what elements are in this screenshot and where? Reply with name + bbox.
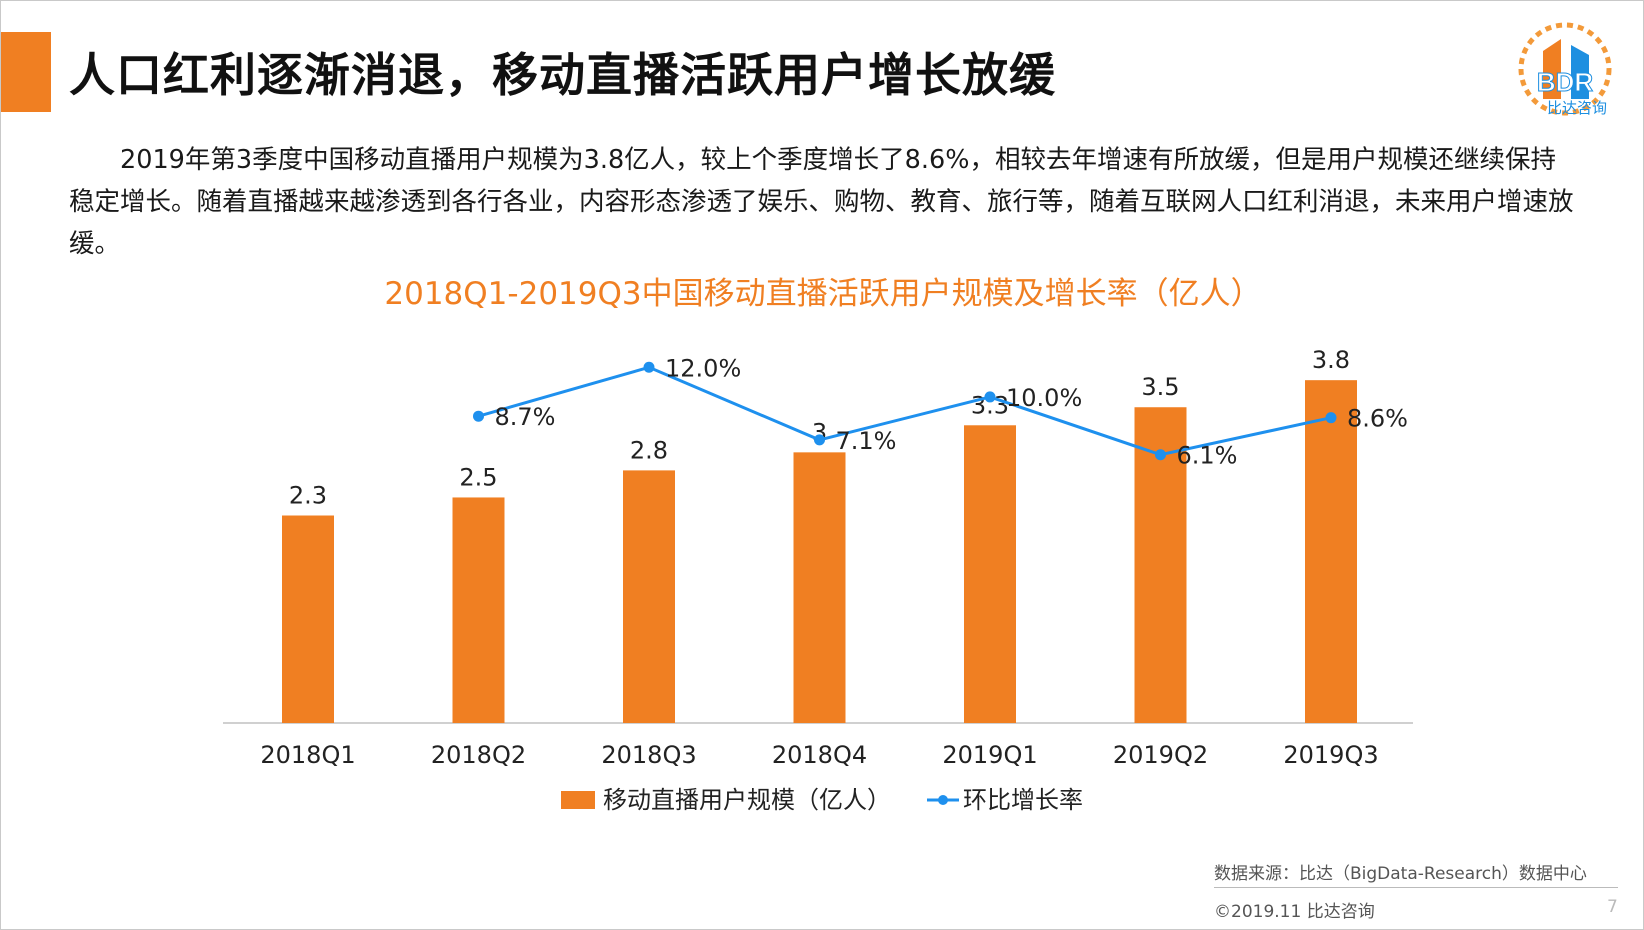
growth-value-label: 12.0% [665, 354, 741, 382]
chart-title: 2018Q1-2019Q3中国移动直播活跃用户规模及增长率（亿人） [384, 276, 1261, 312]
growth-point-2018Q4 [814, 434, 825, 446]
bar-value-label: 2.8 [630, 436, 668, 464]
bar-value-label: 2.5 [459, 463, 497, 491]
title-accent-bar [1, 32, 51, 112]
x-tick-label: 2019Q2 [1113, 741, 1208, 769]
legend-bar-swatch [561, 791, 595, 809]
bar-value-label: 3.8 [1312, 346, 1350, 374]
growth-value-label: 8.6% [1347, 405, 1408, 433]
bar-2019Q1 [964, 425, 1016, 723]
logo-subtext: 比达咨询 [1547, 99, 1608, 117]
growth-point-2019Q2 [1155, 449, 1166, 461]
legend-line-dot [938, 795, 948, 805]
x-tick-label: 2018Q3 [601, 741, 696, 769]
page-number: 7 [1607, 897, 1618, 917]
bar-2018Q2 [452, 497, 505, 723]
growth-point-2019Q3 [1325, 412, 1337, 424]
growth-point-2018Q3 [643, 361, 655, 373]
logo-building-right [1571, 45, 1589, 99]
x-tick-label: 2018Q1 [260, 741, 355, 769]
x-tick-label: 2018Q4 [772, 741, 867, 769]
growth-point-2018Q2 [473, 410, 484, 422]
x-tick-label: 2019Q3 [1283, 741, 1378, 769]
legend-line-label: 环比增长率 [963, 786, 1083, 814]
bar-2018Q1 [282, 515, 334, 723]
growth-value-label: 6.1% [1177, 442, 1238, 470]
growth-value-label: 7.1% [836, 427, 897, 455]
bar-value-label: 3.5 [1141, 373, 1179, 401]
legend-bar-label: 移动直播用户规模（亿人） [603, 786, 891, 814]
x-tick-label: 2018Q2 [431, 741, 526, 769]
logo-ring [1518, 22, 1612, 116]
bar-2018Q4 [793, 452, 846, 723]
user-scale-chart: 2018Q1-2019Q3中国移动直播活跃用户规模及增长率（亿人） 2.3 2.5… [223, 276, 1413, 814]
bar-value-label: 2.3 [289, 482, 327, 510]
growth-value-label: 8.7% [495, 403, 556, 431]
copyright: ©2019.11 比达咨询 [1214, 902, 1375, 922]
logo-text: BDR [1537, 67, 1594, 97]
growth-value-label: 10.0% [1006, 384, 1082, 412]
logo-building-left [1543, 39, 1561, 99]
bdr-logo: BDR [1518, 22, 1612, 116]
data-source: 数据来源：比达（BigData-Research）数据中心 [1214, 864, 1587, 884]
bar-2019Q3 [1305, 380, 1357, 723]
growth-rate-line [478, 365, 1332, 457]
summary-paragraph: 2019年第3季度中国移动直播用户规模为3.8亿人，较上个季度增长了8.6%，相… [69, 145, 1574, 259]
bar-2018Q3 [623, 470, 675, 723]
growth-point-2019Q1 [984, 391, 996, 403]
chart-legend: 移动直播用户规模（亿人） 环比增长率 [561, 786, 1083, 814]
x-tick-label: 2019Q1 [942, 741, 1037, 769]
footer-divider [1214, 887, 1618, 888]
page-title: 人口红利逐渐消退，移动直播活跃用户增长放缓 [69, 48, 1056, 102]
